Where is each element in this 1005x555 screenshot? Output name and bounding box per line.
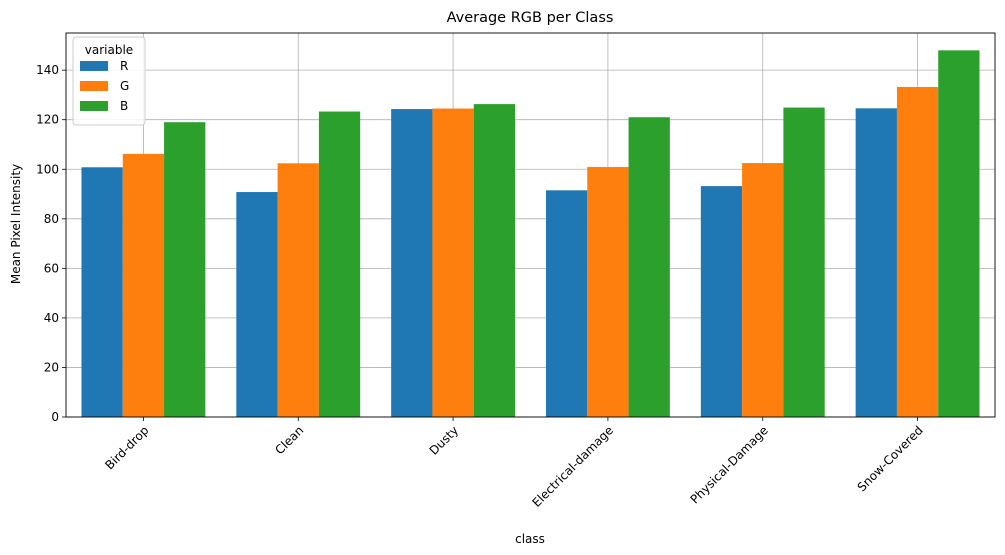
legend-title: variable (85, 43, 133, 57)
bars (81, 50, 980, 418)
bar-g-dusty (432, 108, 474, 418)
bar-g-clean (277, 163, 319, 417)
chart-title: Average RGB per Class (447, 10, 614, 26)
legend-swatch-r (80, 61, 108, 71)
legend-swatch-b (80, 101, 108, 111)
y-tick-label: 80 (44, 212, 59, 226)
bar-r-clean (236, 192, 278, 417)
legend: variable RGB (72, 36, 146, 126)
y-tick-label: 100 (36, 162, 59, 176)
legend-label-g: G (120, 79, 129, 93)
bar-g-electrical-damage (587, 167, 629, 417)
y-axis-label: Mean Pixel Intensity (9, 164, 23, 284)
bar-b-snow-covered (938, 50, 980, 418)
plot-frame (65, 32, 996, 418)
bar-r-snow-covered (855, 108, 897, 418)
y-tick-label: 0 (51, 410, 59, 424)
y-tick-label: 40 (44, 311, 59, 325)
y-tick-label: 20 (44, 360, 59, 374)
y-tick-label: 120 (36, 113, 59, 127)
bar-r-bird-drop (81, 167, 123, 417)
bar-b-electrical-damage (628, 117, 670, 417)
bar-g-snow-covered (896, 87, 939, 417)
y-tick-label: 60 (44, 261, 59, 275)
bar-b-dusty (473, 104, 516, 418)
y-tick-label: 140 (36, 63, 59, 77)
legend-label-r: R (120, 59, 128, 73)
legend-items: RGB (80, 59, 129, 113)
x-axis-label: class (515, 532, 545, 546)
bar-b-bird-drop (164, 122, 206, 417)
bar-r-physical-damage (700, 186, 743, 417)
bar-g-physical-damage (742, 163, 784, 417)
y-axis-ticks: 0 20 40 60 80 100 120 140 (36, 63, 66, 424)
bar-g-bird-drop (122, 153, 165, 417)
legend-swatch-g (80, 81, 108, 91)
bar-b-physical-damage (783, 107, 825, 418)
bar-r-electrical-damage (545, 190, 588, 417)
bar-b-clean (318, 111, 361, 418)
bar-r-dusty (391, 109, 433, 418)
legend-label-b: B (120, 99, 128, 113)
